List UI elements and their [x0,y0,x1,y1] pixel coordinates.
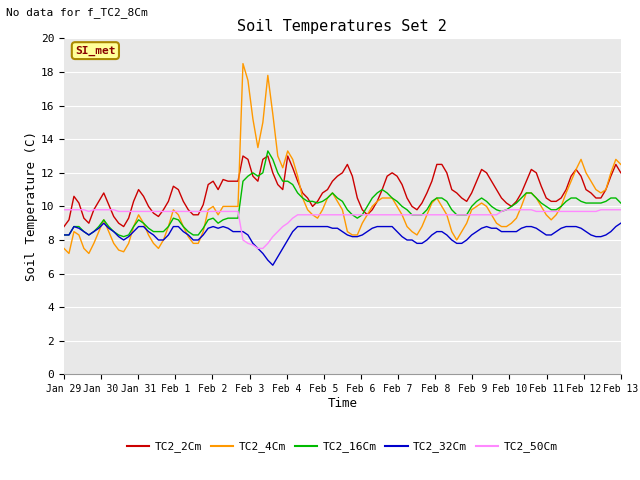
X-axis label: Time: Time [328,397,357,410]
Text: No data for f_TC2_8Cm: No data for f_TC2_8Cm [6,7,148,18]
Legend: TC2_2Cm, TC2_4Cm, TC2_16Cm, TC2_32Cm, TC2_50Cm: TC2_2Cm, TC2_4Cm, TC2_16Cm, TC2_32Cm, TC… [122,437,563,457]
Text: SI_met: SI_met [75,46,116,56]
Y-axis label: Soil Temperature (C): Soil Temperature (C) [25,132,38,281]
Title: Soil Temperatures Set 2: Soil Temperatures Set 2 [237,20,447,35]
